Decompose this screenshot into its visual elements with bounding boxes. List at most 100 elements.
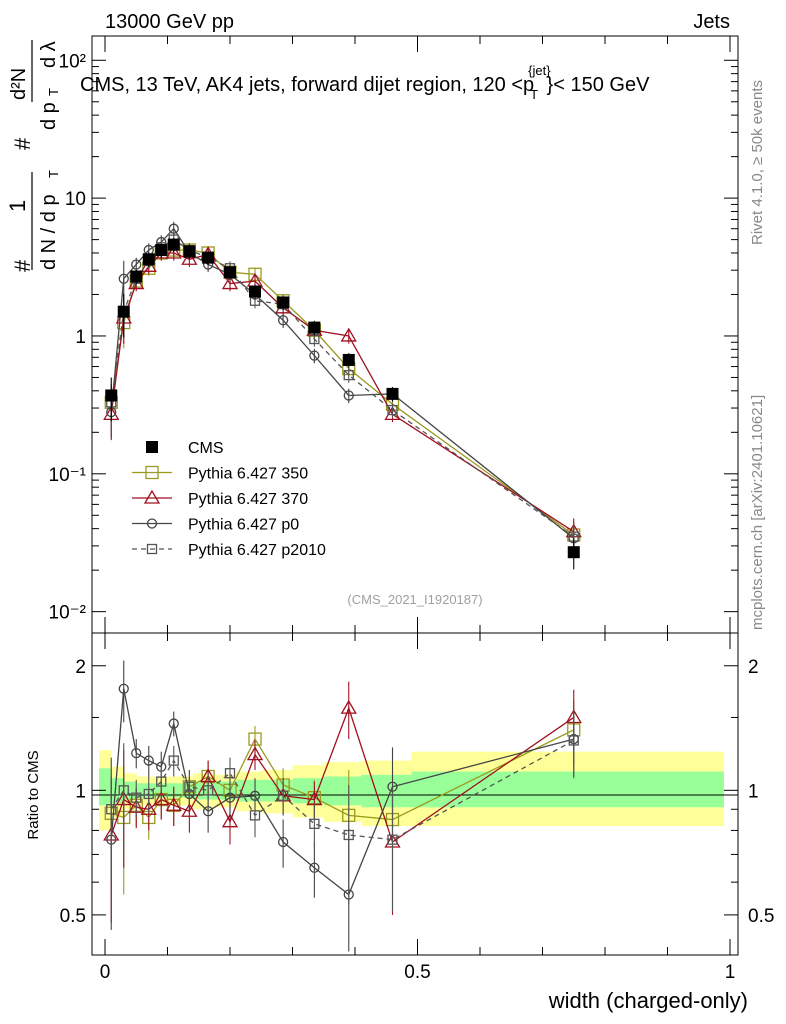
ratio-point	[277, 790, 289, 801]
y-tick-label: 10⁻²	[49, 603, 87, 624]
ratio-point	[343, 829, 354, 841]
y-tick-label: 10	[65, 189, 86, 210]
ratio-point	[156, 776, 167, 787]
ratio-point	[246, 746, 264, 761]
band-inner	[324, 776, 362, 806]
ratio-point	[340, 699, 357, 714]
x-tick-label: 0	[100, 962, 111, 983]
band-inner	[411, 771, 724, 808]
axis-tick-labels: 10² 10 1 10⁻¹ 10⁻² 2 2 1 1 0.5 0.5 0 0.5 1	[49, 51, 775, 983]
svg-text:#: #	[10, 137, 35, 150]
main-series	[103, 221, 582, 570]
legend-item: Pythia 6.427 370	[132, 489, 308, 508]
band-inner	[99, 768, 112, 806]
legend-item: Pythia 6.427 p0	[132, 517, 299, 534]
ratio-point	[106, 804, 117, 815]
data-point	[277, 296, 290, 309]
ratio-y-tick-label-right: 1	[748, 781, 759, 802]
ratio-point	[118, 785, 129, 796]
ratio-point	[277, 836, 289, 848]
data-point	[202, 251, 215, 264]
data-point	[386, 387, 399, 400]
ratio-line	[110, 739, 575, 841]
data-point	[181, 250, 198, 265]
svg-text:d N / d p: d N / d p	[38, 194, 60, 270]
ratio-point	[568, 735, 579, 746]
legend: CMS Pythia 6.427 350 Pythia 6.427 370 Pythi…	[132, 440, 326, 559]
ratio-point	[224, 792, 236, 803]
y-tick-label: 10²	[59, 51, 86, 72]
legend-label: Pythia 6.427 p2010	[188, 542, 326, 559]
ratio-y-tick-label: 2	[75, 657, 86, 678]
band-inner	[136, 783, 149, 798]
data-point	[118, 273, 129, 284]
data-point	[277, 315, 289, 326]
svg-text:d²N: d²N	[8, 68, 30, 100]
x-tick-label: 0.5	[404, 962, 430, 983]
legend-label: Pythia 6.427 p0	[188, 517, 299, 534]
legend-marker	[146, 518, 158, 529]
header-left: 13000 GeV pp	[105, 11, 234, 33]
ratio-series	[103, 660, 582, 952]
legend-label: Pythia 6.427 370	[188, 491, 308, 508]
ratio-y-tick-label: 0.5	[60, 906, 86, 927]
data-point	[384, 406, 401, 420]
ratio-point	[387, 834, 398, 845]
legend-marker	[146, 441, 158, 453]
x-tick-label: 1	[725, 962, 736, 983]
svg-text:d λ: d λ	[38, 41, 60, 68]
data-point	[342, 353, 355, 366]
legend-label: CMS	[188, 440, 224, 457]
legend-item: Pythia 6.427 p2010	[132, 542, 326, 559]
data-point	[130, 270, 143, 283]
ratio-point	[153, 791, 170, 806]
data-point	[308, 321, 321, 334]
ratio-point	[202, 785, 214, 796]
ratio-point	[181, 802, 198, 817]
ratio-point	[165, 797, 182, 811]
data-point	[343, 390, 354, 401]
data-point	[343, 369, 354, 381]
ratio-point	[224, 768, 236, 779]
y-tick-label: 1	[75, 327, 86, 348]
data-point	[155, 244, 168, 257]
svg-text:1: 1	[5, 200, 30, 212]
ratio-point	[143, 788, 154, 800]
data-point	[224, 266, 236, 279]
data-point	[142, 253, 155, 266]
legend-marker	[146, 543, 158, 555]
data-point	[387, 404, 398, 416]
x-axis-label: width (charged-only)	[548, 988, 748, 1013]
ratio-bands	[99, 750, 724, 831]
data-point	[221, 275, 239, 290]
svg-text:#: #	[10, 259, 35, 272]
legend-item: CMS	[146, 440, 224, 457]
data-point	[340, 327, 357, 342]
svg-text:T: T	[46, 88, 61, 96]
data-point	[128, 275, 145, 290]
data-point	[249, 285, 261, 298]
ratio-point	[168, 718, 179, 729]
rivet-label: Rivet 4.1.0, ≥ 50k events	[749, 80, 766, 245]
data-point	[567, 546, 580, 559]
ratio-point	[309, 818, 320, 829]
legend-item: Pythia 6.427 350	[132, 466, 308, 483]
ratio-point	[168, 755, 179, 766]
ratio-y-axis-label: Ratio to CMS	[25, 750, 42, 839]
ratio-point	[143, 755, 154, 766]
main-y-axis-label: # 1 d N / d p T # d²N d p T d λ	[5, 40, 61, 272]
data-point	[183, 245, 196, 258]
mcplots-label: mcplots.cern.ch [arXiv:2401.10621]	[749, 395, 766, 630]
series-line	[110, 227, 575, 539]
ratio-point	[249, 810, 261, 821]
ratio-point	[140, 800, 157, 815]
data-point	[165, 244, 182, 259]
data-point	[105, 389, 118, 402]
legend-marker	[143, 489, 161, 504]
ratio-y-tick-label-right: 2	[748, 657, 759, 678]
ratio-plot-frame	[91, 632, 739, 956]
data-point	[167, 238, 180, 251]
legend-marker	[145, 465, 159, 480]
data-point	[309, 350, 320, 361]
ratio-point	[131, 747, 142, 759]
